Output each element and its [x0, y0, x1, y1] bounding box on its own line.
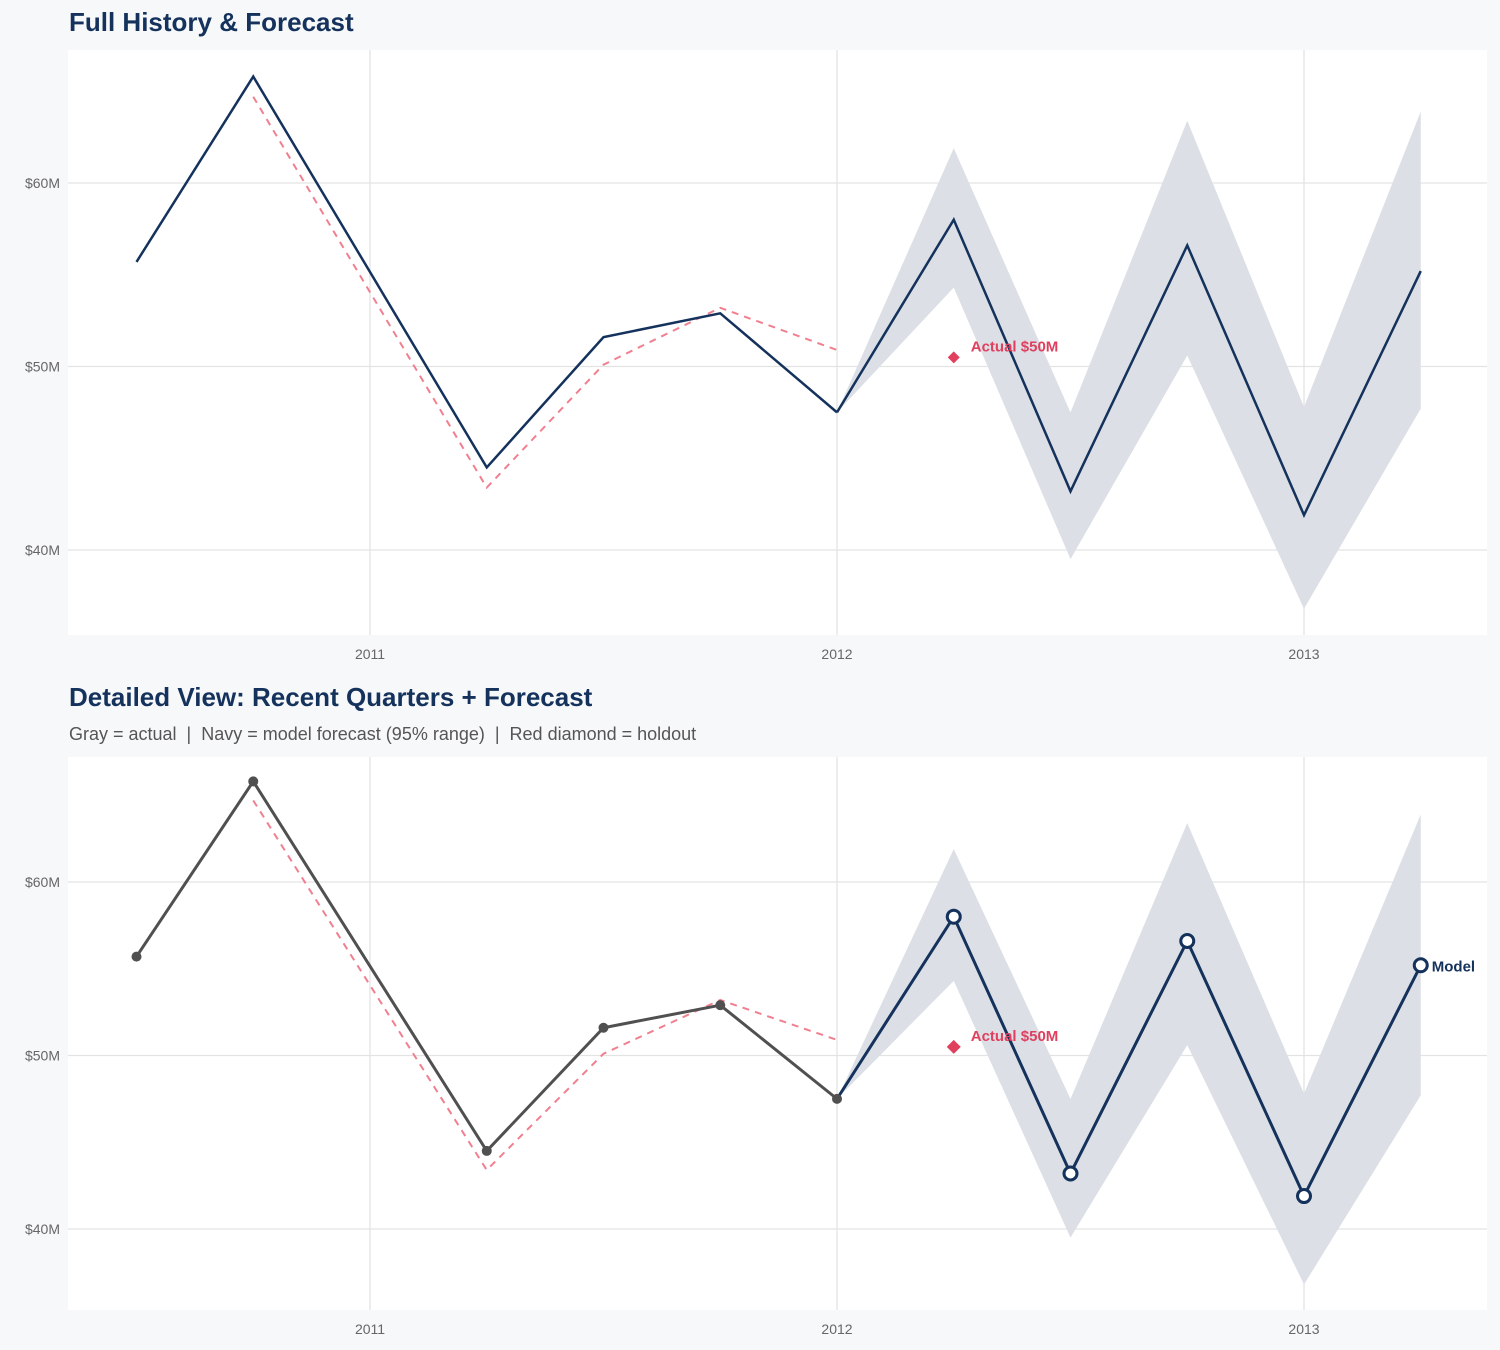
y-tick-label: $50M: [25, 359, 60, 375]
x-tick-label: 2013: [1288, 1321, 1319, 1337]
fitted-dashed-line: [252, 96, 838, 490]
holdout-label: Actual $50M: [971, 1028, 1059, 1045]
actual-point: [715, 1000, 726, 1011]
y-tick-label: $60M: [25, 874, 60, 890]
forecast-line: [835, 216, 1422, 519]
forecast-point: [1296, 1188, 1312, 1205]
actual-history-line: [135, 778, 838, 1154]
y-tick-label: $60M: [25, 175, 60, 191]
actual-point: [481, 1145, 492, 1156]
fitted-dashed-line: [252, 799, 838, 1172]
top-panel: $40M $50M $60M 2011 2012 2013 Actual $50M: [25, 50, 1487, 662]
bottom-chart-title: Detailed View: Recent Quarters + Forecas…: [69, 682, 593, 712]
holdout-diamond: [946, 1039, 961, 1054]
top-chart-title: Full History & Forecast: [69, 7, 354, 37]
actual-point: [832, 1093, 842, 1104]
y-tick-label: $50M: [25, 1048, 60, 1064]
holdout-diamond: [947, 351, 960, 364]
forecast-point: [945, 908, 962, 925]
x-tick-label: 2011: [355, 1321, 385, 1337]
holdout-label: Actual $50M: [971, 338, 1059, 355]
bottom-chart-subtitle: Gray = actual | Navy = model forecast (9…: [69, 724, 696, 744]
actual-history-line: [135, 74, 838, 470]
actual-point: [248, 776, 259, 787]
forecast-point: [1179, 932, 1196, 949]
forecast-point: [1062, 1165, 1079, 1182]
x-tick-label: 2013: [1288, 646, 1319, 662]
actual-point: [598, 1022, 609, 1033]
y-tick-label: $40M: [25, 542, 60, 558]
forecast-95-band: [837, 814, 1421, 1285]
forecast-line: [835, 913, 1423, 1200]
model-label: Model: [1432, 958, 1475, 975]
bottom-panel: $40M $50M $60M 2011 2012 2013 Model Actual $50M: [25, 757, 1487, 1337]
forecast-95-band: [837, 111, 1421, 609]
x-tick-label: 2012: [821, 646, 852, 662]
x-tick-label: 2012: [821, 1321, 852, 1337]
y-tick-label: $40M: [25, 1221, 60, 1237]
actual-point: [131, 951, 142, 962]
x-tick-label: 2011: [355, 646, 385, 662]
forecast-point: [1412, 957, 1429, 974]
